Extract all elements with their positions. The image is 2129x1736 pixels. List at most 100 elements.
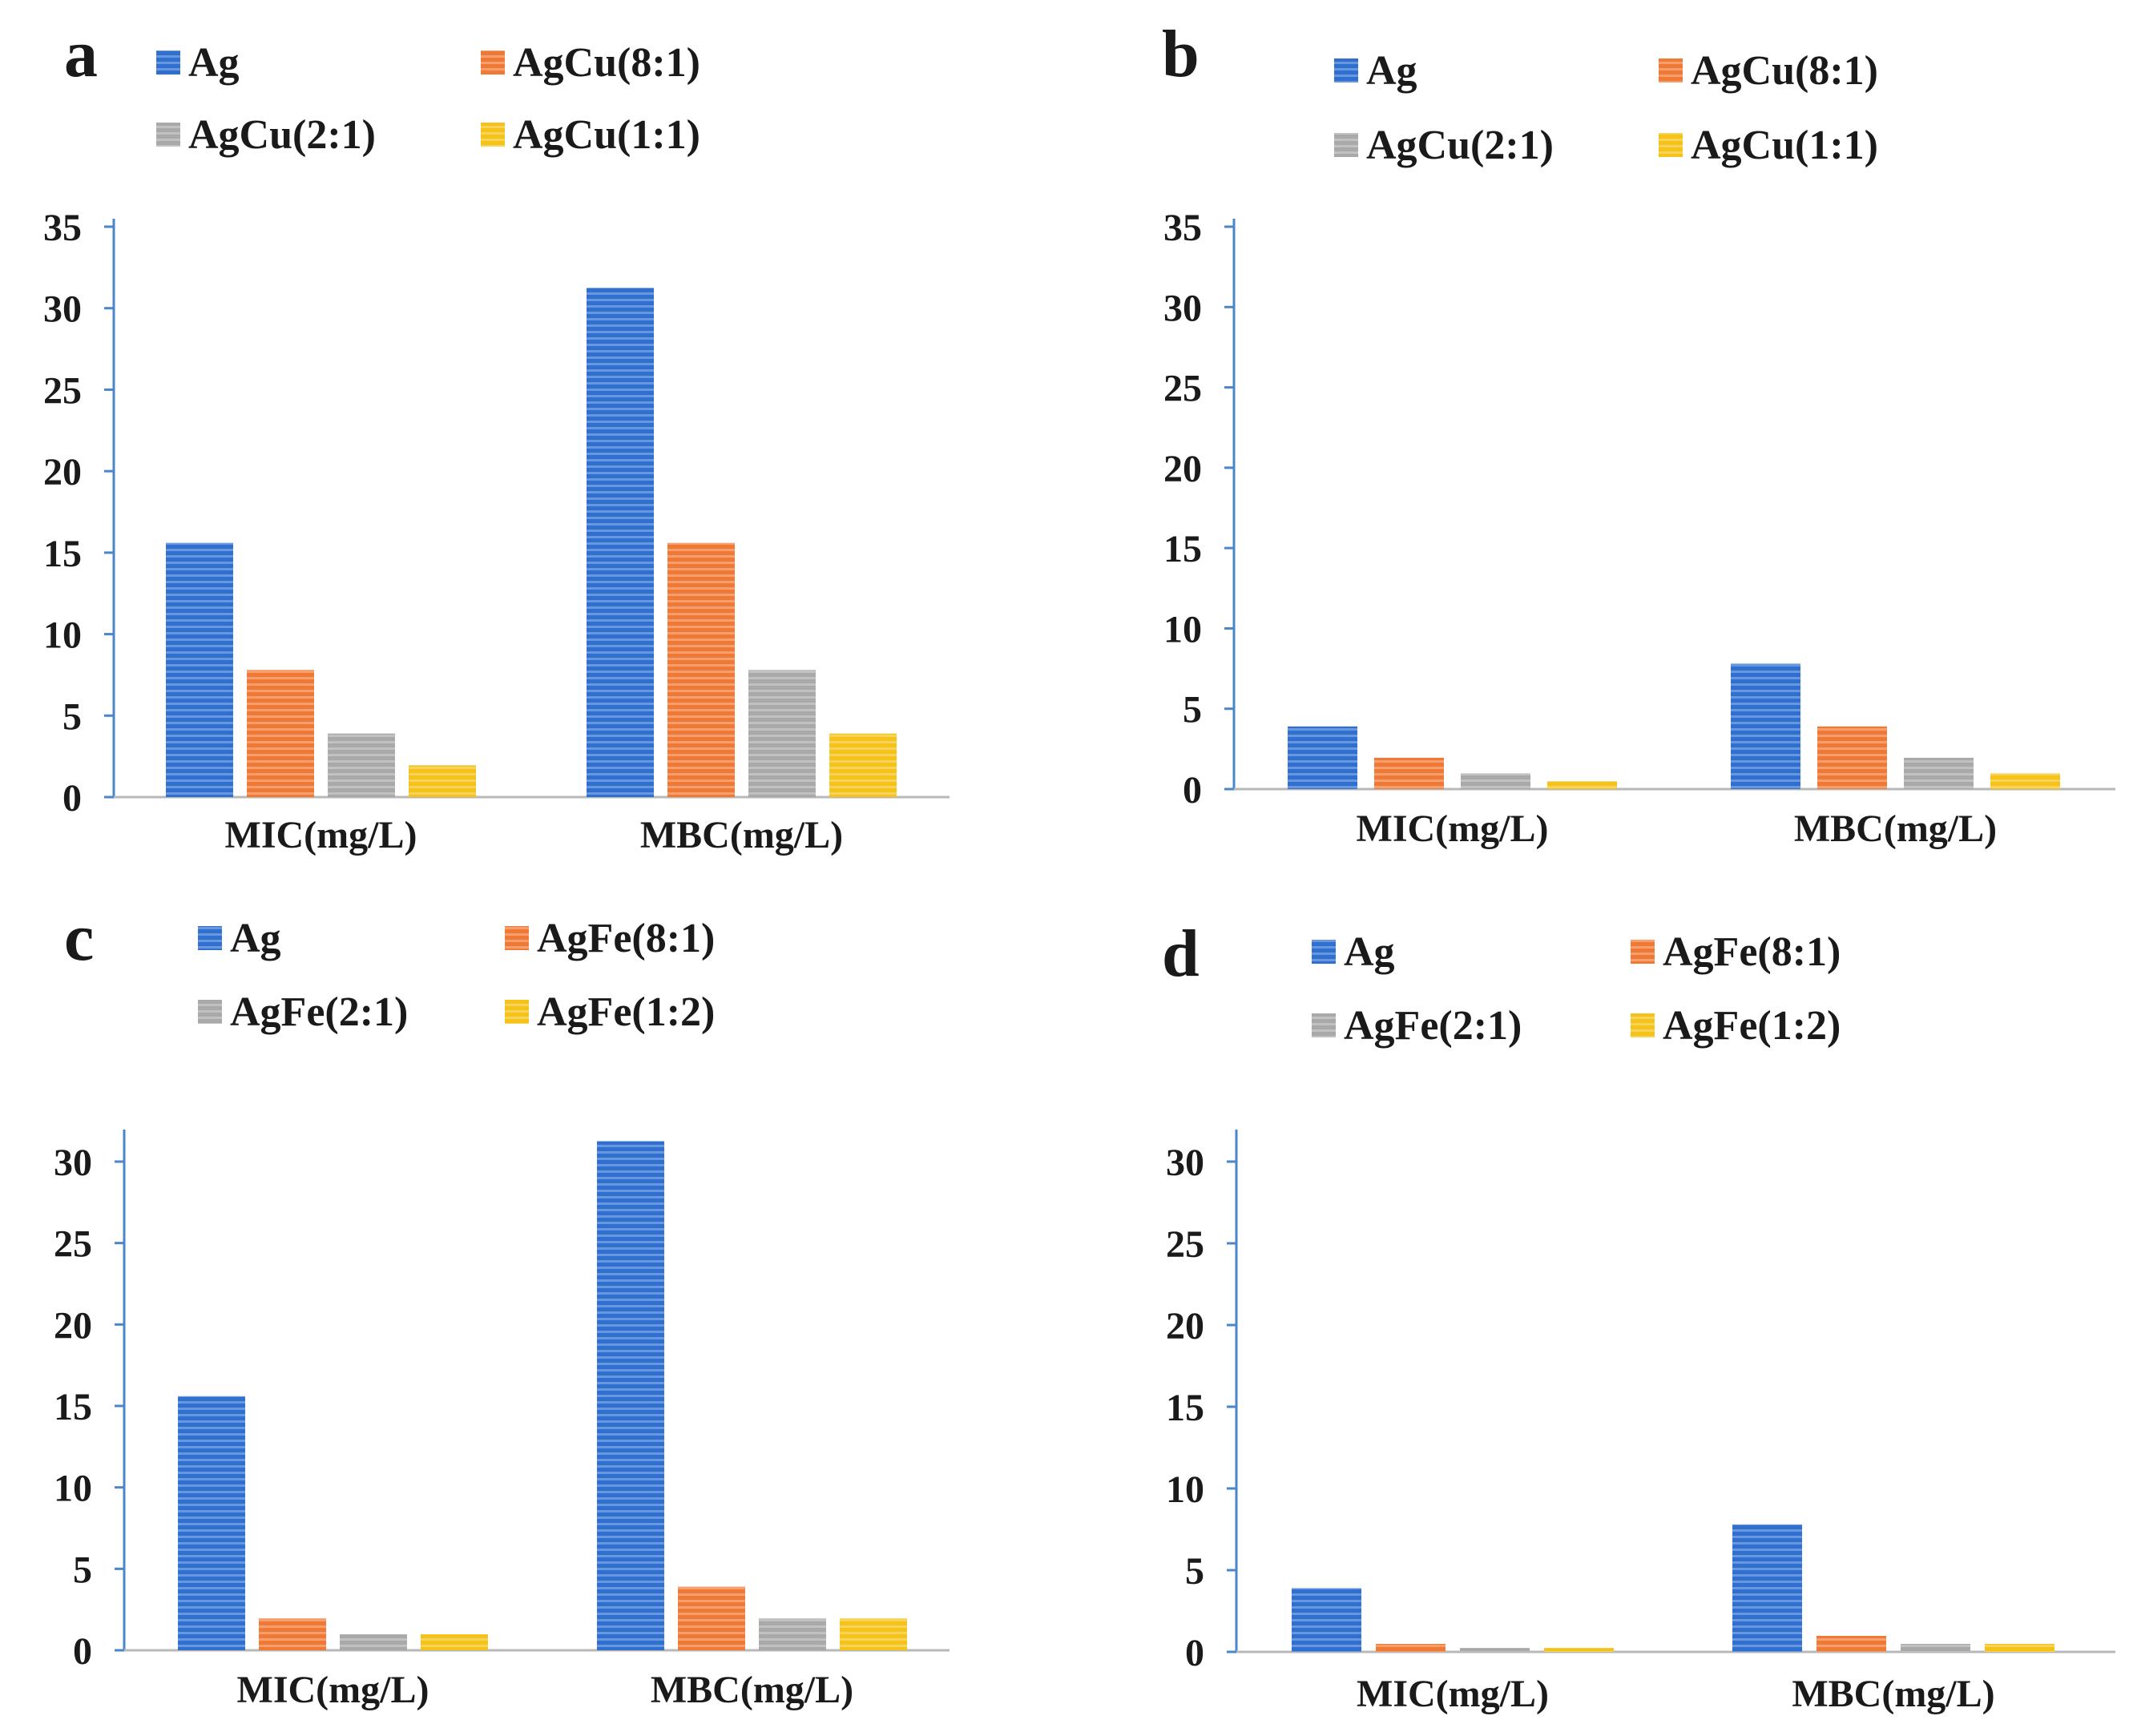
- chart-panel-c: c Ag AgFe(8:1) AgFe(2:1) AgFe(1:2) 0 5 10 15 20 25…: [54, 900, 950, 1711]
- bar-AgFe(2:1)-MIC(mg/L): [1460, 1648, 1530, 1652]
- chart-panel-d: d Ag AgFe(8:1) AgFe(2:1) AgFe(1:2) 0 5 10 15 20 25…: [1162, 916, 2115, 1715]
- x-category-label: MIC(mg/L): [1357, 1673, 1549, 1715]
- bar-Ag-MBC(mg/L): [597, 1141, 664, 1650]
- bar-AgFe(1:2)-MBC(mg/L): [1985, 1644, 2054, 1652]
- legend-item: AgFe(8:1): [505, 916, 715, 961]
- x-category-label: MIC(mg/L): [225, 814, 417, 856]
- y-tick-label: 10: [43, 614, 82, 657]
- legend-item: AgCu(1:1): [481, 112, 700, 158]
- bar-Ag-MBC(mg/L): [1732, 1524, 1802, 1652]
- y-tick-label: 10: [54, 1468, 92, 1510]
- y-tick-label: 25: [54, 1223, 92, 1266]
- legend-item: AgFe(1:2): [505, 989, 715, 1035]
- y-tick-label: 25: [43, 369, 82, 412]
- bar-Ag-MBC(mg/L): [1731, 663, 1800, 789]
- legend-label: AgCu(2:1): [188, 112, 376, 158]
- y-tick-label: 20: [43, 451, 82, 493]
- legend-item: AgCu(2:1): [1334, 123, 1554, 168]
- legend-item: Ag: [198, 916, 281, 961]
- x-category-label: MIC(mg/L): [1357, 808, 1549, 850]
- y-tick-label: 0: [1183, 769, 1202, 812]
- legend-item: AgFe(2:1): [1312, 1003, 1522, 1049]
- bar-AgCu(8:1)-MBC(mg/L): [1817, 726, 1887, 789]
- legend-label: Ag: [230, 916, 281, 961]
- panel-label: a: [64, 17, 98, 91]
- legend-swatch: [198, 926, 222, 950]
- bar-AgFe(8:1)-MIC(mg/L): [1376, 1644, 1446, 1652]
- legend-swatch: [1312, 940, 1336, 964]
- x-category-label: MBC(mg/L): [1792, 1673, 1994, 1715]
- y-tick-label: 25: [1163, 368, 1202, 410]
- y-tick-label: 30: [54, 1142, 92, 1184]
- y-tick-label: 5: [73, 1549, 92, 1591]
- legend-label: AgFe(1:2): [1663, 1003, 1841, 1049]
- bar-AgFe(8:1)-MBC(mg/L): [1817, 1636, 1886, 1652]
- legend-item: AgCu(1:1): [1659, 123, 1878, 168]
- bar-Ag-MBC(mg/L): [587, 288, 654, 797]
- bar-Ag-MIC(mg/L): [1288, 726, 1357, 789]
- legend-label: AgFe(1:2): [537, 989, 715, 1035]
- legend-swatch: [481, 50, 505, 75]
- legend-label: Ag: [188, 40, 240, 86]
- bar-AgCu(2:1)-MBC(mg/L): [748, 670, 816, 797]
- legend-swatch: [198, 1000, 222, 1024]
- legend-label: AgFe(2:1): [1344, 1003, 1522, 1049]
- y-tick-label: 30: [1163, 287, 1202, 329]
- x-category-label: MBC(mg/L): [1794, 808, 1997, 850]
- legend-item: AgCu(8:1): [481, 40, 700, 86]
- legend-swatch: [505, 926, 529, 950]
- panel-label: d: [1162, 916, 1200, 991]
- legend-item: Ag: [1334, 48, 1417, 94]
- bar-AgFe(8:1)-MIC(mg/L): [259, 1618, 326, 1650]
- bar-Ag-MIC(mg/L): [166, 542, 233, 797]
- y-tick-label: 15: [43, 533, 82, 575]
- x-category-label: MBC(mg/L): [651, 1669, 853, 1711]
- legend-swatch: [481, 123, 505, 147]
- legend-swatch: [505, 1000, 529, 1024]
- y-tick-label: 15: [1166, 1387, 1204, 1429]
- y-tick-label: 30: [43, 288, 82, 331]
- legend-label: AgCu(8:1): [1691, 48, 1878, 94]
- legend-swatch: [1334, 133, 1358, 157]
- legend-item: AgFe(1:2): [1631, 1003, 1841, 1049]
- panel-label: c: [64, 900, 94, 975]
- y-tick-label: 20: [1166, 1305, 1204, 1347]
- bar-AgCu(1:1)-MBC(mg/L): [829, 733, 897, 797]
- bar-AgFe(1:2)-MIC(mg/L): [421, 1634, 488, 1650]
- y-tick-label: 20: [1163, 448, 1202, 490]
- legend-label: AgFe(8:1): [537, 916, 715, 961]
- bar-AgFe(1:2)-MIC(mg/L): [1544, 1648, 1614, 1652]
- bar-AgCu(8:1)-MIC(mg/L): [247, 670, 314, 797]
- legend-item: AgFe(2:1): [198, 989, 408, 1035]
- legend-label: AgCu(2:1): [1366, 123, 1554, 168]
- bar-AgCu(8:1)-MBC(mg/L): [667, 542, 735, 797]
- legend-swatch: [1334, 58, 1358, 83]
- bar-Ag-MIC(mg/L): [1292, 1588, 1361, 1652]
- legend-label: AgCu(1:1): [513, 112, 700, 158]
- y-tick-label: 30: [1166, 1142, 1204, 1184]
- bar-AgCu(2:1)-MIC(mg/L): [328, 733, 395, 797]
- bar-AgCu(1:1)-MBC(mg/L): [1990, 773, 2060, 789]
- panel-label: b: [1162, 17, 1200, 91]
- bar-AgCu(8:1)-MIC(mg/L): [1374, 757, 1444, 789]
- bar-AgCu(1:1)-MIC(mg/L): [409, 765, 476, 797]
- legend-label: AgFe(2:1): [230, 989, 408, 1035]
- legend-label: Ag: [1344, 929, 1395, 975]
- y-tick-label: 10: [1163, 608, 1202, 650]
- y-tick-label: 0: [62, 777, 82, 820]
- bar-AgFe(2:1)-MBC(mg/L): [1901, 1644, 1970, 1652]
- bar-AgCu(2:1)-MIC(mg/L): [1461, 773, 1530, 789]
- legend-label: AgCu(8:1): [513, 40, 700, 86]
- bar-AgFe(2:1)-MIC(mg/L): [340, 1634, 407, 1650]
- y-tick-label: 0: [73, 1630, 92, 1673]
- chart-panel-b: b Ag AgCu(8:1) AgCu(2:1) AgCu(1:1) 0 5 10 15 20 25…: [1162, 17, 2115, 850]
- y-tick-label: 35: [43, 207, 82, 249]
- y-tick-label: 20: [54, 1304, 92, 1347]
- legend-swatch: [1659, 58, 1683, 83]
- bar-AgFe(1:2)-MBC(mg/L): [840, 1618, 907, 1650]
- legend-swatch: [156, 123, 180, 147]
- legend-item: AgCu(8:1): [1659, 48, 1878, 94]
- y-tick-label: 15: [1163, 528, 1202, 570]
- legend-label: AgFe(8:1): [1663, 929, 1841, 975]
